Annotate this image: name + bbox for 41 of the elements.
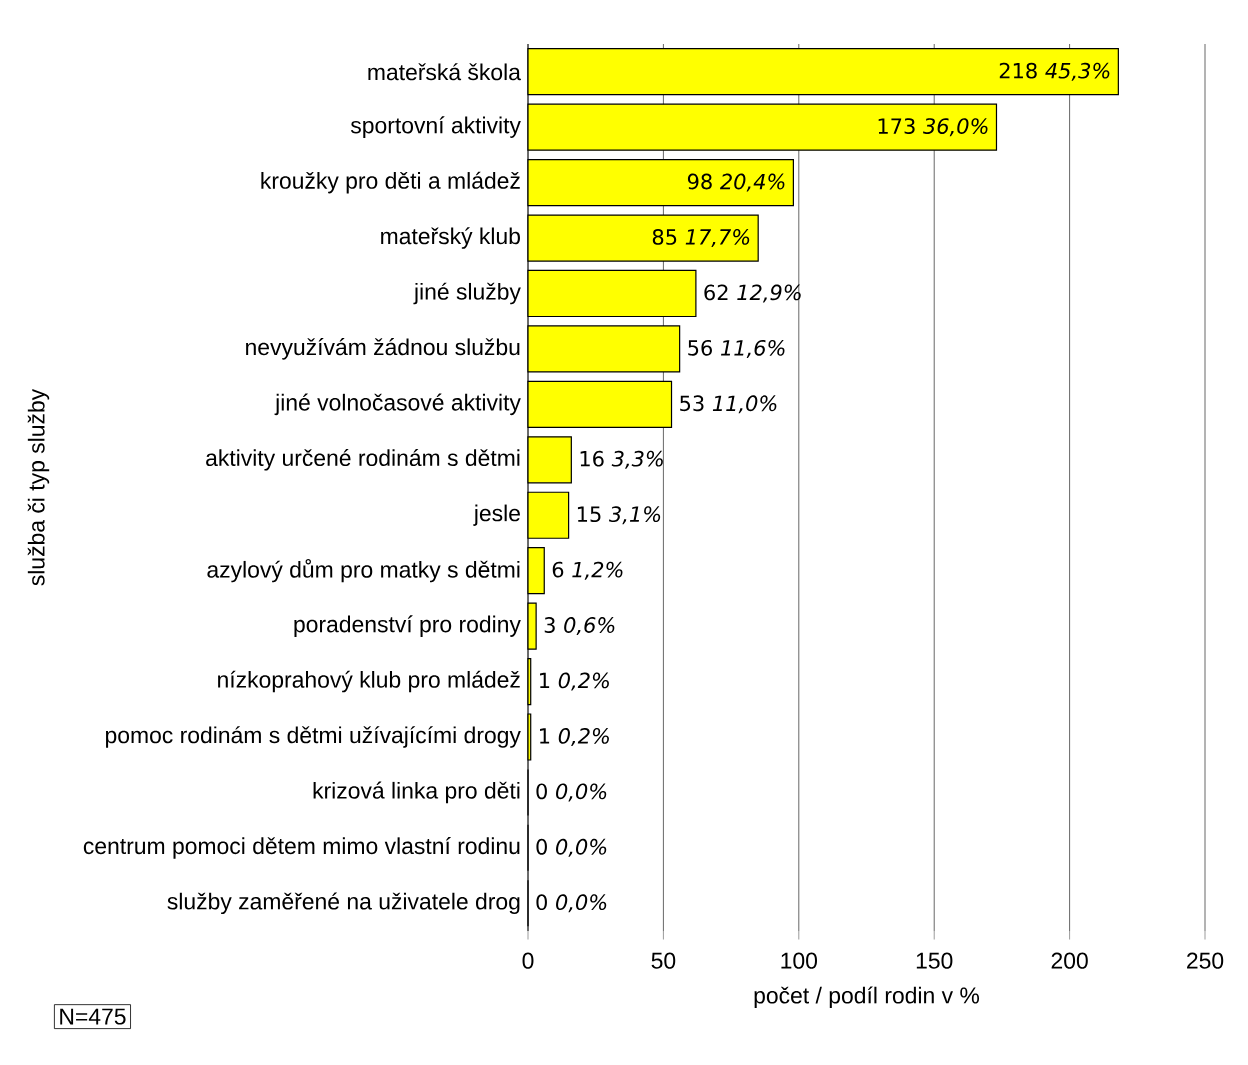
data-label: 0 0,0% [536,783,607,802]
data-label: 15 3,1% [577,506,661,525]
y-tick-label: nevyužívám žádnou službu [246,338,520,360]
data-label: 56 11,6% [688,339,785,358]
x-tick-label: 100 [781,952,818,969]
y-tick-label: mateřská škola [368,63,521,81]
data-label: 173 36,0% [878,118,988,137]
data-label: 1 0,2% [540,672,609,691]
y-tick-label: azylový dům pro matky s dětmi [207,559,520,583]
data-label: 218 45,3% [999,62,1110,81]
data-label: 1 0,2% [540,727,609,746]
x-tick-label: 0 [522,952,534,969]
y-tick-label: centrum pomoci dětem mimo vlastní rodinu [83,837,520,859]
y-tick-label: poradenství pro rodiny [294,615,521,637]
y-tick-label: sportovní aktivity [350,116,521,138]
y-tick-label: služby zaměřené na uživatele drog [167,892,520,915]
y-tick-label: pomoc rodinám s dětmi užívajícími drogy [106,726,521,748]
data-label: 0 0,0% [536,894,607,913]
x-tick-label: 50 [651,952,676,969]
data-label: 16 3,3% [580,450,663,469]
y-tick-label: kroužky pro děti a mládež [261,171,520,194]
data-label: 0 0,0% [536,838,607,857]
x-tick-label: 200 [1051,952,1088,969]
y-tick-label: jesle [473,504,520,526]
y-tick-label: jiné volnočasové aktivity [274,393,521,416]
data-label: 6 1,2% [552,561,623,580]
x-tick-label: 250 [1187,952,1224,969]
text: N=475 [60,1008,126,1025]
y-tick-label: mateřský klub [381,227,520,249]
y-tick-label: nízkoprahový klub pro mládež [218,670,520,693]
x-tick-label: 150 [916,952,953,969]
x-axis-title: počet / podíl rodin v % [754,986,980,1009]
y-axis-title: služba či typ služby [27,388,50,586]
y-tick-label: krizová linka pro děti [313,781,520,804]
data-label: 85 17,7% [652,229,750,248]
y-tick-label: jiné služby [413,282,521,305]
data-label: 53 11,0% [680,395,777,414]
data-label: 62 12,9% [704,284,801,303]
y-tick-label: aktivity určené rodinám s dětmi [206,448,520,471]
data-label: 98 20,4% [687,173,785,192]
data-label: 3 0,6% [544,617,615,636]
